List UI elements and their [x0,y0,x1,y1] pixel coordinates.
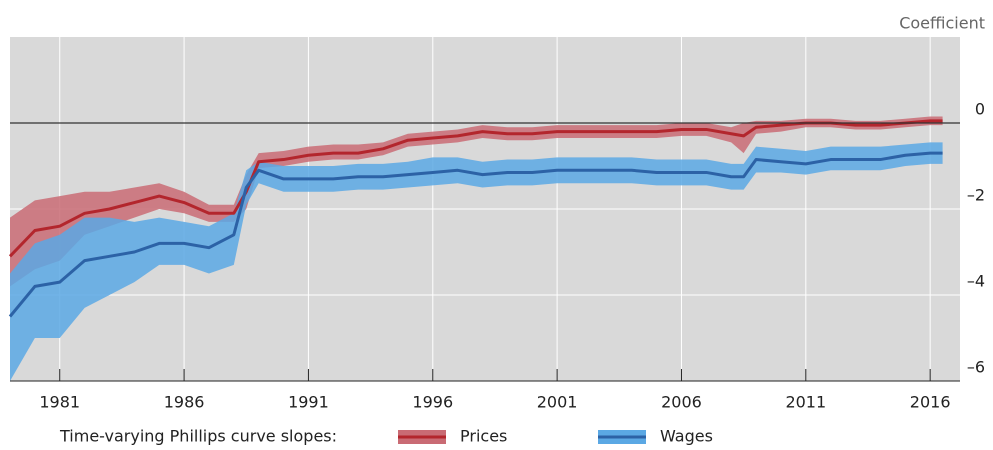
y-tick-label: –6 [967,358,985,377]
x-tick-label: 1986 [164,393,205,412]
series-line [8,119,943,258]
x-tick-label: 2001 [537,393,578,412]
confidence-band [10,116,943,287]
x-tick-label: 1981 [39,393,80,412]
y-tick-label: –4 [967,272,985,291]
x-tick-label: 1996 [412,393,453,412]
x-tick-label: 2006 [661,393,702,412]
legend-label: Wages [660,427,713,446]
legend-label: Prices [460,427,507,446]
legend-title: Time-varying Phillips curve slopes: [59,427,337,446]
x-tick-label: 1991 [288,393,329,412]
series-line [8,151,943,318]
x-tick-label: 2011 [785,393,826,412]
y-tick-label: 0 [975,100,985,119]
y-tick-label: –2 [967,186,985,205]
y-axis-label: Coefficient [899,14,985,33]
x-tick-label: 2016 [910,393,951,412]
